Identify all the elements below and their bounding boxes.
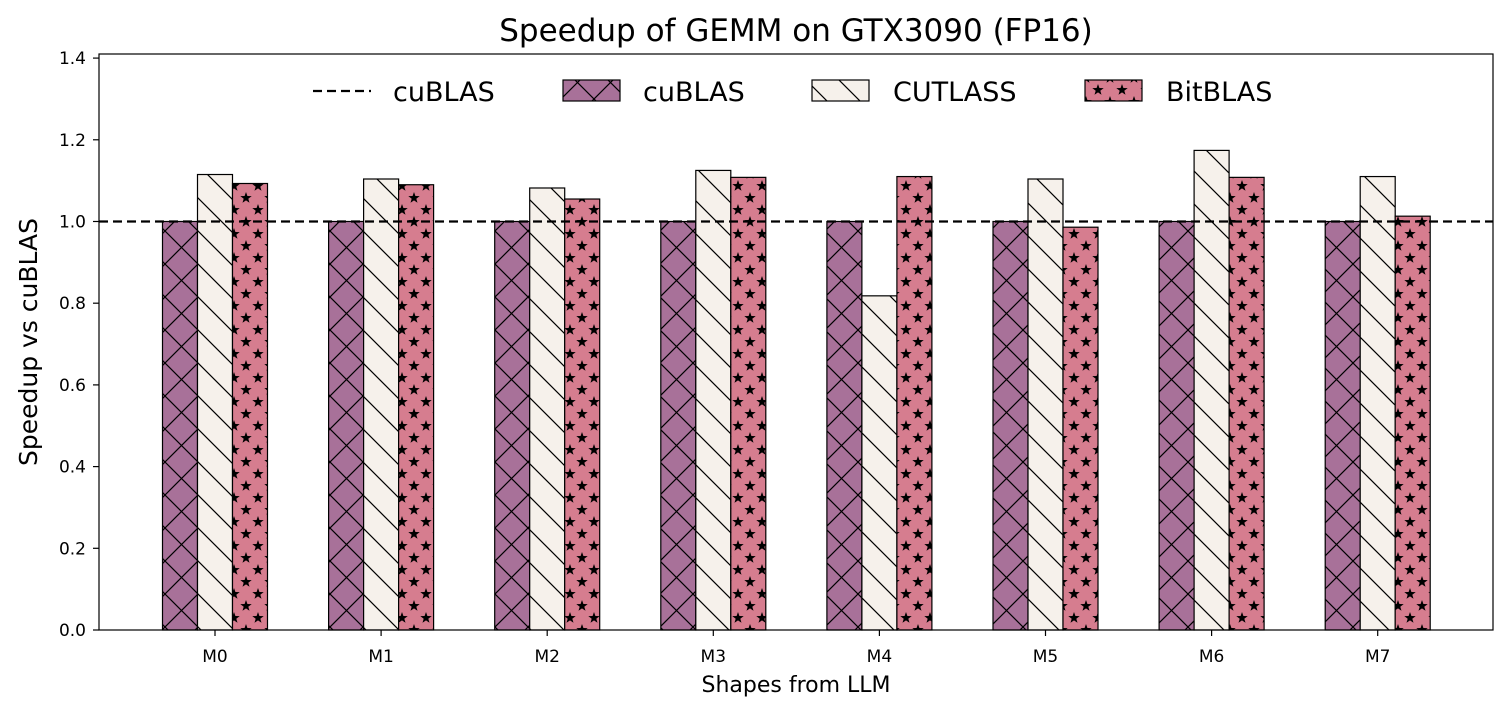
bar-bitblas-m0 <box>231 182 269 631</box>
bar-cublas-m2 <box>494 220 531 631</box>
y-tick-label: 0.8 <box>59 294 86 314</box>
bar-cutlass-m2 <box>529 187 566 631</box>
bar-bitblas-m4 <box>896 175 933 631</box>
bar-cublas-m4 <box>826 220 863 631</box>
bar-cublas-m5 <box>992 220 1029 631</box>
bar-cutlass-m7 <box>1359 175 1396 631</box>
y-tick-label: 0.4 <box>59 458 86 478</box>
legend-cublas-swatch <box>562 79 621 102</box>
legend-bitblas-label: BitBLAS <box>1166 77 1272 108</box>
bar-cublas-m3 <box>660 220 697 631</box>
bar-bitblas-m5 <box>1062 226 1099 631</box>
x-axis-title: Shapes from LLM <box>701 673 890 698</box>
bar-cutlass-m4 <box>861 295 898 631</box>
x-axis-ticks: M0 M1 M2 M3 M4 M5 M6 M7 <box>202 630 1390 667</box>
chart-title: Speedup of GEMM on GTX3090 (FP16) <box>499 13 1093 49</box>
x-tick-label: M6 <box>1199 647 1224 667</box>
y-tick-label: 0.0 <box>59 621 86 641</box>
bar-bitblas-m2 <box>564 198 601 631</box>
y-axis-ticks: 0.0 0.2 0.4 0.6 0.8 1.0 1.2 1.4 <box>59 49 99 641</box>
legend-cublas-label: cuBLAS <box>643 77 745 108</box>
bar-cublas-m7 <box>1324 220 1361 631</box>
y-tick-label: 0.6 <box>59 376 86 396</box>
bar-cutlass-m3 <box>695 169 732 631</box>
bar-bitblas-m1 <box>398 184 435 631</box>
bar-bitblas-m7 <box>1394 215 1431 631</box>
bar-bitblas-m3 <box>730 176 767 631</box>
bar-cutlass-m0 <box>196 173 234 631</box>
bar-cublas-m6 <box>1158 220 1195 631</box>
bar-cutlass-m5 <box>1027 178 1064 631</box>
bar-cutlass-m1 <box>363 178 400 631</box>
x-tick-label: M5 <box>1033 647 1058 667</box>
y-tick-label: 0.2 <box>59 539 86 559</box>
x-tick-label: M1 <box>368 647 393 667</box>
legend-cutlass-swatch <box>811 79 870 102</box>
x-tick-label: M0 <box>202 647 227 667</box>
legend: cuBLAS cuBLAS CUTLASS BitBLAS <box>313 77 1272 108</box>
legend-baseline-label: cuBLAS <box>393 77 495 108</box>
legend-bitblas-swatch <box>1084 79 1143 102</box>
legend-cutlass-label: CUTLASS <box>893 77 1017 108</box>
y-tick-label: 1.2 <box>59 131 86 151</box>
bar-bitblas-m6 <box>1228 176 1265 631</box>
y-axis-title: Speedup vs cuBLAS <box>14 218 43 466</box>
y-tick-label: 1.0 <box>59 212 86 232</box>
y-tick-label: 1.4 <box>59 49 86 69</box>
bar-cublas-m0 <box>161 220 199 631</box>
x-tick-label: M3 <box>701 647 726 667</box>
bar-cublas-m1 <box>328 220 365 631</box>
x-tick-label: M2 <box>534 647 559 667</box>
plot-frame <box>98 53 1494 631</box>
bars-group <box>161 149 1431 631</box>
bar-cutlass-m6 <box>1193 149 1230 631</box>
x-tick-label: M4 <box>867 647 892 667</box>
x-tick-label: M7 <box>1365 647 1390 667</box>
